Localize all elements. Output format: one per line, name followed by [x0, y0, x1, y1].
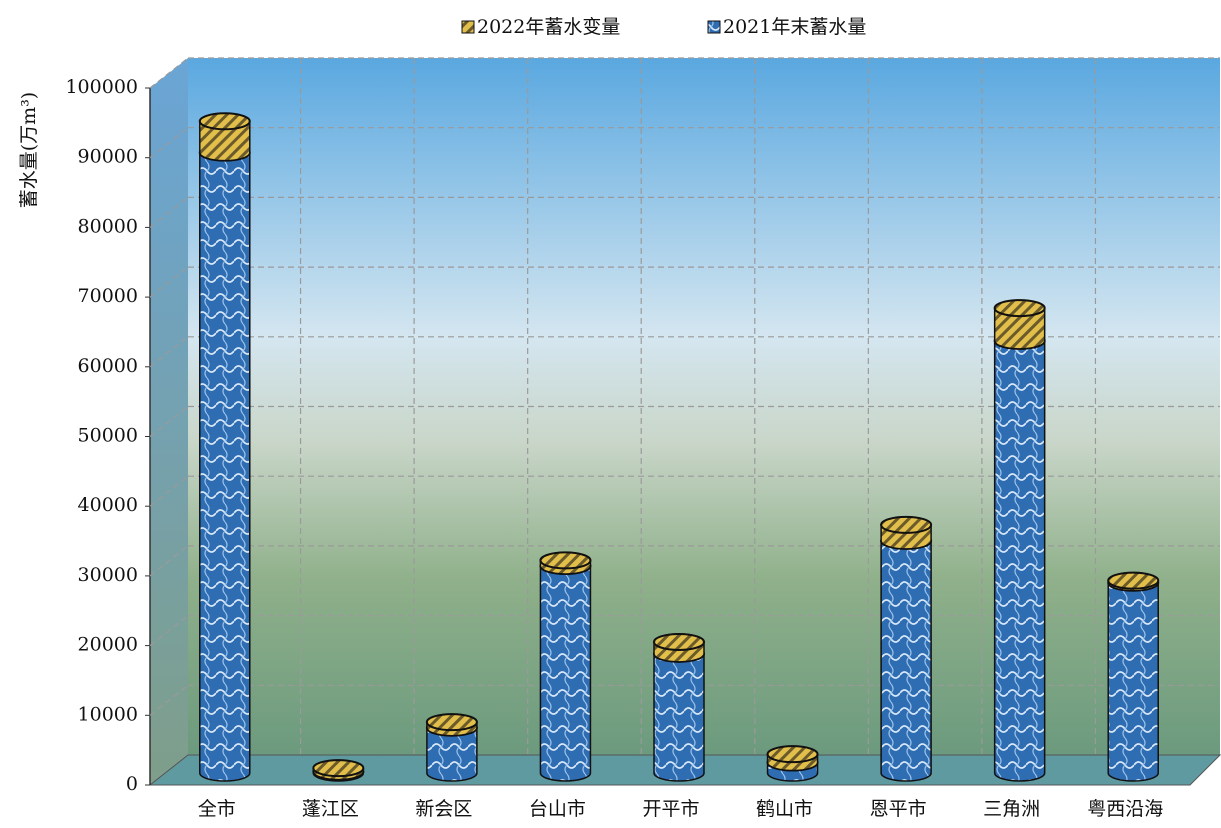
grid-line	[149, 57, 189, 89]
bar-cap	[198, 112, 251, 131]
x-tick-label: 粤西沿海	[1087, 798, 1163, 820]
x-tick-label: 蓬江区	[302, 798, 359, 820]
x-tick-label: 全市	[198, 798, 236, 820]
legend-swatch	[461, 20, 475, 34]
bar-segment	[653, 645, 705, 782]
grid-line	[149, 545, 189, 577]
bar-cap	[1107, 571, 1160, 590]
grid-line	[149, 406, 189, 437]
x-tick-label: 新会区	[415, 798, 472, 820]
legend-swatch	[707, 20, 721, 34]
grid-line	[149, 475, 189, 507]
grid-line	[149, 196, 189, 228]
bar-segment	[199, 143, 251, 782]
bar-cap	[312, 759, 365, 778]
legend-label: 2021年末蓄水量	[723, 16, 866, 38]
x-tick-label: 三角洲	[983, 798, 1040, 820]
bar-segment	[539, 557, 592, 782]
y-tick-label: 60000	[78, 355, 138, 377]
grid-line	[149, 336, 189, 368]
x-tick-label: 恩平市	[870, 798, 927, 820]
bar-segment	[993, 332, 1046, 782]
bar-cap	[539, 551, 592, 570]
grid-line	[149, 615, 189, 647]
bar-cap	[880, 515, 933, 534]
bar-cap	[653, 632, 705, 651]
grid-line	[149, 127, 189, 159]
bar-cap	[766, 745, 819, 764]
y-tick-label: 70000	[78, 285, 138, 307]
y-tick-label: 100000	[65, 76, 138, 98]
x-tick-label: 开平市	[642, 798, 699, 820]
bar-segment	[880, 532, 932, 782]
legend-label: 2022年蓄水变量	[477, 16, 620, 38]
y-tick-label: 90000	[78, 146, 138, 168]
y-tick-label: 30000	[78, 564, 138, 586]
y-tick-label: 50000	[78, 425, 138, 447]
x-tick-label: 鹤山市	[756, 798, 813, 820]
y-tick-label: 20000	[78, 634, 138, 656]
y-tick-label: 40000	[78, 494, 138, 516]
bar-segment	[1107, 573, 1159, 782]
bar-cap	[425, 713, 478, 732]
y-tick-label: 0	[126, 773, 138, 795]
grid-line	[149, 684, 189, 716]
bar-cap	[993, 299, 1046, 318]
y-tick-label: 10000	[78, 703, 138, 725]
y-axis-label: 蓄水量(万m³)	[18, 92, 40, 208]
y-tick-label: 80000	[78, 215, 138, 237]
x-tick-label: 台山市	[529, 798, 586, 820]
grid-line	[149, 266, 189, 298]
